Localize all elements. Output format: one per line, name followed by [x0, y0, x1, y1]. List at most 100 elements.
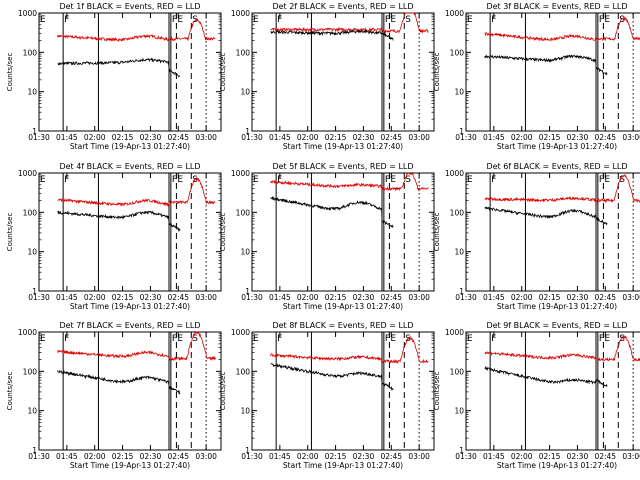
y-axis-label: Counts/sec	[219, 372, 227, 411]
x-tick-label: 01:45	[269, 133, 291, 142]
marker-label: F	[172, 15, 177, 25]
x-tick-label: 01:30	[241, 133, 263, 142]
y-tick-label: 1000	[445, 9, 464, 18]
marker-label: E	[40, 15, 46, 25]
marker-label: E	[604, 175, 610, 185]
marker-label: E	[40, 334, 46, 344]
marker-label: E	[604, 15, 610, 25]
plot-frame	[465, 172, 640, 292]
x-tick-label: 02:45	[594, 133, 616, 142]
x-tick-label: 01:45	[483, 133, 505, 142]
x-tick-label: 02:30	[140, 133, 162, 142]
marker-label: E	[390, 15, 396, 25]
x-tick-label: 02:00	[511, 452, 533, 461]
panel-title: Det 4f BLACK = Events, RED = LLD	[59, 162, 200, 171]
x-tick-label: 01:30	[455, 452, 477, 461]
x-tick-label: 02:15	[539, 293, 561, 302]
x-axis-label: Start Time (19-Apr-13 01:27:40)	[70, 302, 190, 311]
x-tick-label: 01:30	[28, 133, 50, 142]
x-tick-label: 02:00	[511, 293, 533, 302]
events-series-line	[270, 195, 394, 228]
x-tick-label: 02:00	[84, 133, 106, 142]
x-tick-label: 02:00	[511, 133, 533, 142]
y-axis-label: Counts/sec	[6, 372, 14, 411]
marker-label: F	[172, 334, 177, 344]
marker-label: E	[390, 334, 396, 344]
y-axis-label: Counts/sec	[6, 53, 14, 92]
events-series-line	[57, 210, 181, 232]
y-tick-label: 10	[454, 407, 464, 416]
y-tick-label: 10	[240, 407, 250, 416]
y-tick-label: 1	[459, 287, 464, 296]
x-tick-label: 02:45	[380, 133, 402, 142]
y-axis-label: Counts/sec	[433, 213, 441, 252]
y-tick-label: 1	[245, 287, 250, 296]
x-axis-label: Start Time (19-Apr-13 01:27:40)	[283, 461, 403, 470]
lld-series-line	[484, 174, 640, 204]
x-tick-label: 03:00	[622, 452, 640, 461]
x-axis-label: Start Time (19-Apr-13 01:27:40)	[70, 142, 190, 151]
x-tick-label: 02:00	[84, 452, 106, 461]
marker-label: E	[604, 334, 610, 344]
y-tick-label: 100	[23, 208, 38, 217]
marker-label: S	[405, 15, 411, 25]
panel-det-2: Det 2f BLACK = Events, RED = LLD 1 10 100 10…	[219, 2, 435, 151]
marker-label: F	[385, 175, 390, 185]
panel-det-6: Det 6f BLACK = Events, RED = LLD 1 10 100 10…	[433, 162, 640, 311]
marker-label: S	[405, 334, 411, 344]
y-tick-label: 1	[32, 127, 37, 136]
y-tick-label: 1	[245, 127, 250, 136]
y-tick-label: 1000	[18, 169, 37, 178]
x-tick-label: 02:30	[353, 293, 375, 302]
plot-frame	[38, 12, 222, 132]
panel-title: Det 6f BLACK = Events, RED = LLD	[486, 162, 627, 171]
y-tick-label: 10	[240, 88, 250, 97]
plot-frame	[38, 331, 222, 451]
x-tick-label: 01:45	[483, 293, 505, 302]
events-series-line	[484, 54, 608, 76]
x-tick-label: 02:30	[353, 133, 375, 142]
x-tick-label: 02:30	[567, 133, 589, 142]
x-axis-label: Start Time (19-Apr-13 01:27:40)	[70, 461, 190, 470]
x-tick-label: 02:45	[167, 293, 189, 302]
y-tick-label: 10	[454, 88, 464, 97]
x-axis-label: Start Time (19-Apr-13 01:27:40)	[497, 302, 617, 311]
x-tick-label: 01:45	[269, 452, 291, 461]
plot-frame	[38, 172, 222, 292]
x-tick-label: 03:00	[195, 133, 217, 142]
y-tick-label: 10	[454, 248, 464, 257]
y-tick-label: 100	[236, 367, 251, 376]
y-tick-label: 1	[459, 127, 464, 136]
x-tick-label: 02:00	[297, 452, 319, 461]
marker-label: F	[64, 175, 69, 185]
x-tick-label: 02:15	[112, 293, 134, 302]
x-tick-label: 02:30	[353, 452, 375, 461]
marker-label: E	[467, 334, 473, 344]
events-series-line	[270, 362, 394, 391]
panel-title: Det 8f BLACK = Events, RED = LLD	[272, 321, 413, 330]
lld-series-line	[484, 335, 640, 362]
x-tick-label: 01:45	[56, 133, 78, 142]
marker-label: F	[385, 15, 390, 25]
x-tick-label: 02:45	[167, 133, 189, 142]
x-tick-label: 02:15	[112, 133, 134, 142]
panel-det-8: Det 8f BLACK = Events, RED = LLD 1 10 100 10…	[219, 321, 435, 470]
y-axis-label: Counts/sec	[433, 53, 441, 92]
panel-title: Det 2f BLACK = Events, RED = LLD	[272, 2, 413, 11]
x-tick-label: 03:00	[195, 452, 217, 461]
y-tick-label: 1000	[231, 328, 250, 337]
x-tick-label: 02:15	[539, 452, 561, 461]
x-axis-label: Start Time (19-Apr-13 01:27:40)	[283, 142, 403, 151]
x-tick-label: 02:30	[140, 452, 162, 461]
marker-label: F	[277, 15, 282, 25]
panel-title: Det 5f BLACK = Events, RED = LLD	[272, 162, 413, 171]
panel-title: Det 1f BLACK = Events, RED = LLD	[59, 2, 200, 11]
x-tick-label: 02:15	[325, 293, 347, 302]
marker-label: F	[277, 175, 282, 185]
lld-series-line	[57, 17, 216, 43]
x-tick-label: 02:45	[380, 293, 402, 302]
plot-frame	[465, 331, 640, 451]
marker-label: E	[177, 15, 183, 25]
events-series-line	[484, 206, 608, 226]
marker-label: S	[619, 175, 625, 185]
